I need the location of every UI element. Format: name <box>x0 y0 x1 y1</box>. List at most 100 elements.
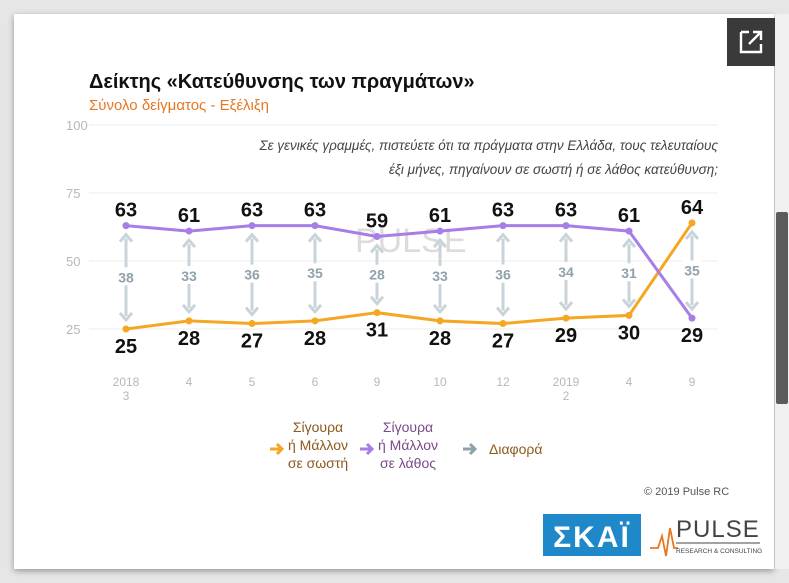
diff-arrow-head-down <box>558 301 574 312</box>
diff-value-label: 35 <box>684 263 700 279</box>
diff-arrow-head-up <box>244 232 260 243</box>
right-value-label-0: 25 <box>115 336 137 358</box>
right-point-7 <box>562 314 570 322</box>
right-direction-line <box>125 222 694 331</box>
legend-label-0-0: Σίγουρα <box>293 419 343 435</box>
diff-value-label: 34 <box>558 264 574 280</box>
diff-value-label: 36 <box>495 267 511 283</box>
wrong-value-label-5: 61 <box>429 205 451 227</box>
diff-arrow-head-up <box>307 232 323 243</box>
wrong-value-label-4: 59 <box>366 211 388 233</box>
diff-label-bg <box>179 265 199 284</box>
diff-arrow-head-down <box>432 303 448 315</box>
diff-label-bg <box>305 263 325 282</box>
diff-value-label: 35 <box>307 265 323 281</box>
wrong-point-3 <box>311 222 319 230</box>
right-value-label-4: 31 <box>366 320 388 342</box>
diff-arrow-0: 38 <box>116 232 136 323</box>
x-tick-label-9: 9 <box>689 375 696 389</box>
wrong-point-9 <box>688 314 696 322</box>
y-tick-75: 75 <box>66 186 80 201</box>
pulse-logo-subtitle: RESEARCH & CONSULTING <box>676 548 762 555</box>
right-point-8 <box>625 311 633 319</box>
right-value-label-5: 28 <box>429 328 451 350</box>
wrong-point-1 <box>185 227 193 235</box>
diff-arrow-head-down <box>244 306 260 317</box>
external-link-icon <box>739 30 763 54</box>
diff-arrow-head-down <box>621 298 637 309</box>
diff-arrow-head-down <box>495 306 511 317</box>
diff-arrow-head-up <box>432 237 448 249</box>
x-tick-label-5: 10 <box>433 375 447 389</box>
right-point-9 <box>688 219 696 227</box>
legend-item-0: Σίγουρα ή Μάλλον σε σωστή <box>270 419 348 471</box>
diff-arrow-6: 36 <box>493 232 513 317</box>
diff-value-label: 38 <box>118 269 134 285</box>
wrong-value-label-2: 63 <box>241 200 263 222</box>
legend-marker-arrow <box>468 442 478 456</box>
skai-logo-bg <box>543 514 641 556</box>
right-value-label-9: 64 <box>681 197 704 219</box>
diff-label-bg <box>619 263 639 282</box>
wrong-point-8 <box>625 227 633 235</box>
skai-logo: ΣΚΑΪ <box>543 514 641 556</box>
diff-arrow-head-up <box>181 237 197 249</box>
diff-arrow-head-up <box>118 232 134 243</box>
pulse-logo-text: PULSE <box>676 516 760 543</box>
legend-label-1-0: Σίγουρα <box>383 419 433 435</box>
diff-arrow-head-up <box>369 243 385 254</box>
legend-marker-arrow <box>365 442 375 456</box>
diff-arrow-head-down <box>684 301 700 312</box>
copyright: © 2019 Pulse RC <box>644 486 729 498</box>
chart-subtitle: Σύνολο δείγματος - Εξέλιξη <box>89 97 269 114</box>
wrong-value-label-9: 29 <box>681 325 703 347</box>
legend-item-1: Σίγουρα ή Μάλλον σε λάθος <box>360 419 438 471</box>
right-value-label-8: 30 <box>618 322 640 344</box>
legend-label-1-1: ή Μάλλον <box>378 437 438 453</box>
diff-label-bg <box>556 261 576 280</box>
wrong-value-label-3: 63 <box>304 200 326 222</box>
pulse-logo-wave <box>650 527 678 557</box>
legend-label-2-0: Διαφορά <box>489 441 542 457</box>
x-tick-label-0-0: 2018 <box>113 375 140 389</box>
x-tick-label-7-1: 2 <box>563 389 570 403</box>
legend-item-2: Διαφορά <box>463 441 542 457</box>
x-tick-label-1: 4 <box>186 375 193 389</box>
legend: Σίγουρα ή Μάλλον σε σωστή Σίγουρα ή Μάλλον σε… <box>270 419 542 471</box>
value-labels: 63 25 61 28 63 27 63 28 59 31 61 28 63 27 63 29 61 30 29 64 <box>115 197 704 358</box>
legend-label-0-1: ή Μάλλον <box>288 437 348 453</box>
diff-label-bg <box>682 260 702 279</box>
diff-arrow-head-down <box>369 295 385 306</box>
right-point-5 <box>436 317 444 325</box>
diff-label-bg <box>242 264 262 283</box>
wrong-value-label-6: 63 <box>492 200 514 222</box>
diff-arrow-9: 35 <box>682 229 702 312</box>
right-point-0 <box>122 325 130 333</box>
wrong-value-label-8: 61 <box>618 205 640 227</box>
x-tick-label-3: 6 <box>312 375 319 389</box>
diff-arrow-head-down <box>181 303 197 315</box>
scrollbar-thumb[interactable] <box>776 212 788 404</box>
expand-button[interactable] <box>727 18 775 66</box>
diff-label-bg <box>367 264 387 283</box>
diff-value-label: 33 <box>181 268 197 284</box>
right-value-label-2: 27 <box>241 331 263 353</box>
diff-arrow-8: 31 <box>619 237 639 309</box>
y-tick-50: 50 <box>66 254 80 269</box>
right-point-3 <box>311 317 319 325</box>
skai-logo-text: ΣΚΑΪ <box>553 521 631 554</box>
wrong-value-label-1: 61 <box>178 205 200 227</box>
x-tick-label-0-1: 3 <box>123 389 130 403</box>
right-point-4 <box>373 309 381 317</box>
right-point-2 <box>248 320 256 328</box>
right-point-1 <box>185 317 193 325</box>
diff-arrow-head-down <box>307 303 323 315</box>
diff-value-label: 36 <box>244 267 260 283</box>
diff-arrow-1: 33 <box>179 237 199 315</box>
diff-arrow-3: 35 <box>305 232 325 315</box>
legend-marker-arrow <box>275 442 285 456</box>
wrong-point-5 <box>436 227 444 235</box>
right-value-label-7: 29 <box>555 325 577 347</box>
question-line-2: έξι μήνες, πηγαίνουν σε σωστή ή σε λάθος… <box>389 162 718 177</box>
